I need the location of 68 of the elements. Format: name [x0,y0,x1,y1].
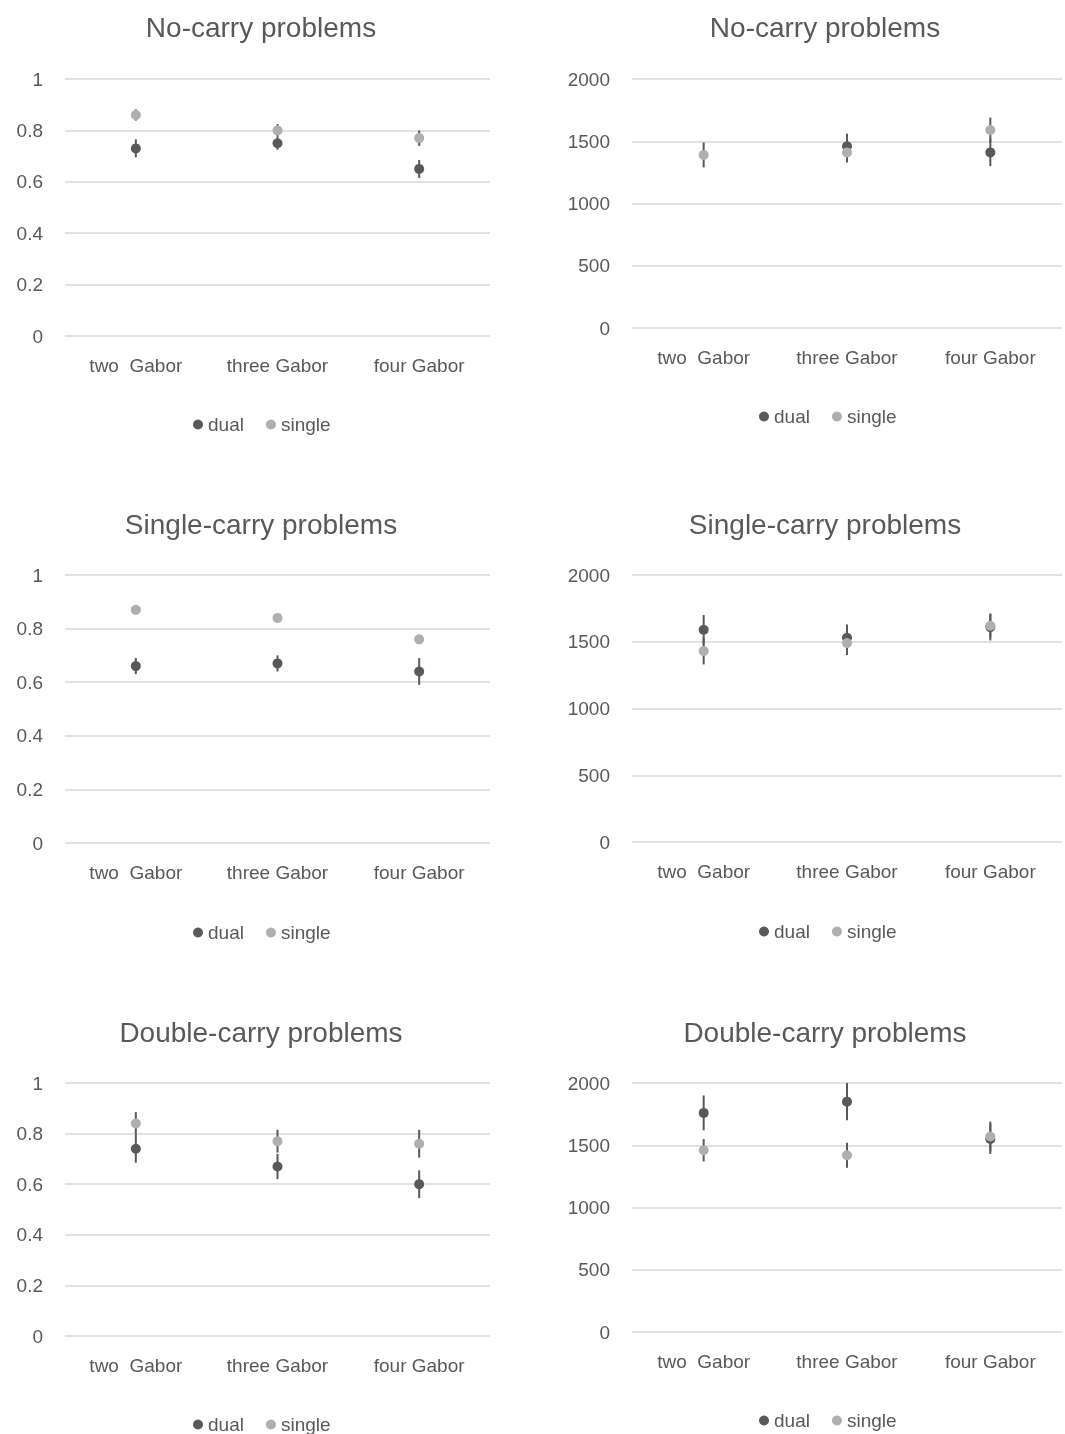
chart-title: Single-carry problems [688,508,962,540]
x-tick-label: three Gabor [226,862,329,883]
x-tick-label: four Gabor [944,861,1037,882]
y-tick-label: 2000 [567,68,610,90]
y-tick-label: 0.2 [16,778,43,800]
x-tick-label: four Gabor [944,347,1037,368]
x-tick-label: three Gabor [226,355,329,376]
y-tick-label: 0 [599,317,610,339]
y-tick-label: 0 [599,831,610,853]
y-tick-label: 0.8 [16,1123,43,1145]
x-tick-label: two Gabor [89,862,183,883]
x-tick-label: two Gabor [657,347,751,368]
y-tick-label: 500 [578,1259,610,1281]
x-tick-label: four Gabor [944,1351,1037,1372]
y-tick-label: 0 [599,1321,610,1343]
y-tick-label: 0.8 [16,618,43,640]
x-tick-label: two Gabor [657,861,751,882]
chart-title: No-carry problems [709,11,941,43]
y-tick-label: 0.6 [16,171,43,193]
legend-label: single [280,922,331,943]
y-tick-label: 1500 [567,130,610,152]
legend-label: single [846,921,897,942]
y-tick-label: 0.6 [16,671,43,693]
y-tick-label: 1 [32,1072,43,1094]
x-tick-label: three Gabor [226,1355,329,1376]
legend-label: single [846,1410,897,1431]
y-tick-label: 0.4 [16,1224,44,1246]
y-tick-label: 0.8 [16,119,43,141]
y-tick-label: 500 [578,764,610,786]
x-tick-label: two Gabor [89,1355,183,1376]
legend-label: dual [774,1410,810,1431]
legend-label: single [846,406,897,427]
legend-label: dual [208,922,244,943]
x-tick-label: three Gabor [796,347,899,368]
x-tick-label: four Gabor [373,1355,466,1376]
chart-title: Double-carry problems [683,1016,967,1048]
legend-label: dual [774,921,810,942]
y-tick-label: 0 [32,325,43,347]
chart-title: No-carry problems [145,11,377,43]
y-tick-label: 1000 [567,698,610,719]
x-tick-label: four Gabor [373,862,466,883]
y-tick-label: 1 [32,564,43,586]
chart-title: Double-carry problems [119,1016,403,1048]
y-tick-label: 1 [32,68,43,90]
chart-title: Single-carry problems [124,508,398,540]
y-tick-label: 0 [32,832,43,854]
y-tick-label: 1500 [567,1134,610,1156]
y-tick-label: 0.2 [16,1274,43,1296]
y-tick-label: 0.6 [16,1173,43,1195]
y-tick-label: 1000 [567,193,610,214]
x-tick-label: four Gabor [373,355,466,376]
x-tick-label: two Gabor [657,1351,751,1372]
y-tick-label: 500 [578,255,610,277]
y-tick-label: 0.4 [16,725,44,747]
y-tick-label: 0 [32,1325,43,1347]
legend-label: dual [208,414,244,435]
x-tick-label: two Gabor [89,355,183,376]
x-tick-label: three Gabor [796,1351,899,1372]
y-tick-label: 0.4 [16,222,44,244]
y-tick-label: 2000 [567,1072,610,1094]
legend-label: dual [208,1414,244,1434]
y-tick-label: 0.2 [16,274,43,296]
x-tick-label: three Gabor [796,861,899,882]
legend-label: dual [774,406,810,427]
y-tick-label: 2000 [567,564,610,586]
y-tick-label: 1000 [567,1197,610,1218]
legend-label: single [280,414,331,435]
y-tick-label: 1500 [567,631,610,653]
